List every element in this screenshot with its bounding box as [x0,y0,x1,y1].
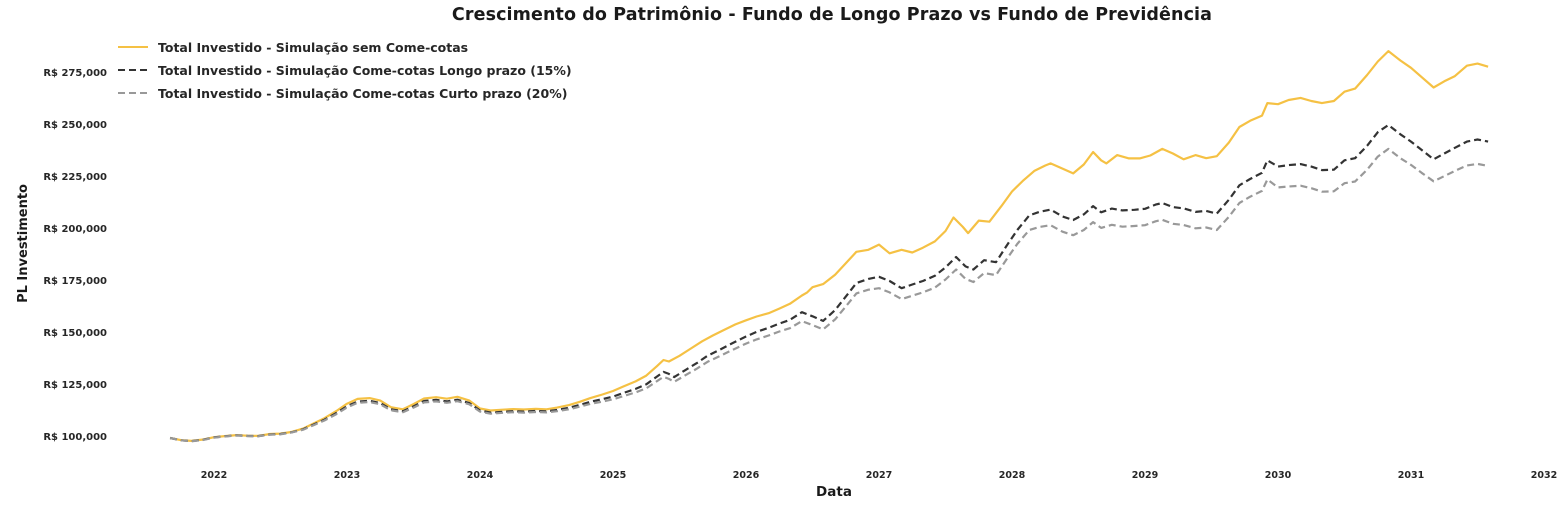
x-tick-label: 2029 [1131,470,1159,481]
x-tick-label: 2023 [333,470,361,481]
x-tick-label: 2031 [1397,470,1425,481]
legend-line-swatch [118,45,148,49]
x-tick-label: 2022 [200,470,228,481]
x-tick-label: 2028 [998,470,1026,481]
x-tick-label: 2024 [466,470,494,481]
y-tick-label: R$ 275,000 [43,68,107,79]
legend-label: Total Investido - Simulação Come-cotas C… [158,85,568,101]
legend-line-swatch [118,68,148,72]
y-tick-label: R$ 125,000 [43,380,107,391]
x-tick-label: 2030 [1264,470,1292,481]
chart-title: Crescimento do Patrimônio - Fundo de Lon… [451,5,1213,25]
series-line-2 [169,147,1489,443]
y-tick-label: R$ 225,000 [43,172,107,183]
y-tick-label: R$ 100,000 [43,432,107,443]
y-tick-label: R$ 150,000 [43,328,107,339]
x-tick-label: 2027 [865,470,893,481]
legend-item-2: Total Investido - Simulação Come-cotas C… [118,84,572,102]
x-tick-label: 2026 [732,470,760,481]
x-tick-label: 2032 [1530,470,1558,481]
y-tick-label: R$ 200,000 [43,224,107,235]
legend-line-swatch [118,91,148,95]
y-tick-label: R$ 175,000 [43,276,107,287]
legend-label: Total Investido - Simulação Come-cotas L… [158,62,572,78]
x-axis-title: Data [816,484,852,500]
series-line-0 [169,50,1489,442]
legend-item-1: Total Investido - Simulação Come-cotas L… [118,61,572,79]
legend: Total Investido - Simulação sem Come-cot… [118,38,572,102]
y-tick-label: R$ 250,000 [43,120,107,131]
legend-label: Total Investido - Simulação sem Come-cot… [158,39,469,55]
legend-item-0: Total Investido - Simulação sem Come-cot… [118,38,572,56]
x-tick-label: 2025 [599,470,627,481]
series-line-1 [169,123,1489,443]
